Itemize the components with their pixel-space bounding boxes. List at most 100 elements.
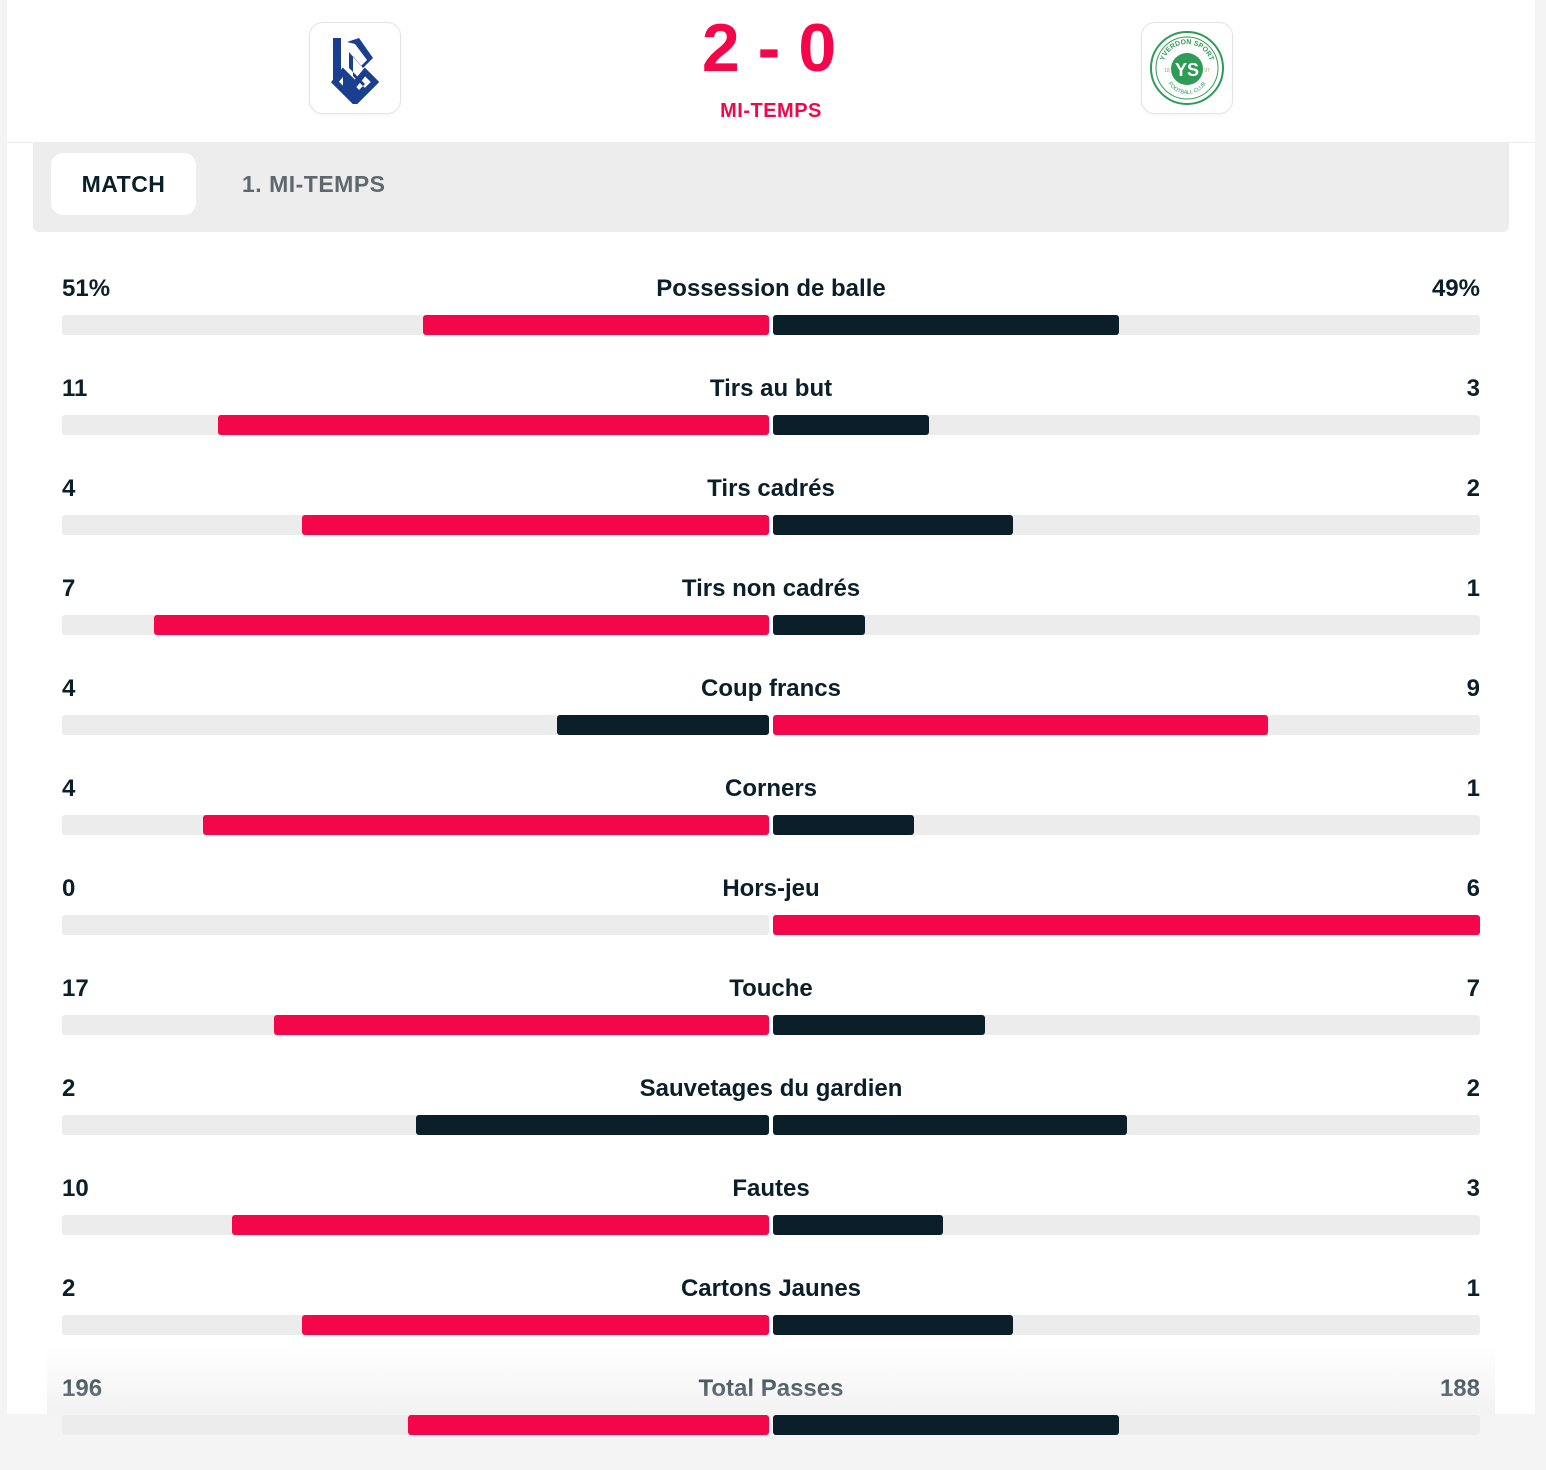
stat-away-track [773, 1115, 1480, 1135]
stat-away-track [773, 915, 1480, 935]
tab-first-half[interactable]: 1. MI-TEMPS [242, 171, 386, 197]
stat-row: 2 Sauvetages du gardien 2 [62, 1070, 1480, 1170]
stat-home-track [62, 415, 769, 435]
match-status: MI-TEMPS [720, 100, 822, 122]
stat-away-bar [773, 1115, 1127, 1135]
tab-match[interactable]: MATCH [51, 153, 196, 215]
stat-away-value: 188 [1439, 1375, 1480, 1402]
stat-home-value: 10 [62, 1175, 89, 1202]
scoreboard: 2-0 [7, 8, 1535, 88]
stat-home-bar [302, 515, 769, 535]
stat-away-track [773, 715, 1480, 735]
stat-home-track [62, 715, 769, 735]
stat-home-bar [556, 715, 769, 735]
stat-home-track [62, 315, 769, 335]
stat-label: Tirs non cadrés [681, 575, 861, 602]
stat-row: 196 Total Passes 188 [62, 1370, 1480, 1470]
lausanne-sport-logo-icon [330, 38, 380, 104]
stat-away-value: 7 [1466, 975, 1480, 1002]
away-score: 0 [798, 10, 841, 86]
stat-row: 51% Possession de balle 49% [62, 270, 1480, 370]
stat-away-track [773, 815, 1480, 835]
stat-home-value: 17 [62, 975, 89, 1002]
stat-label: Cartons Jaunes [680, 1275, 862, 1302]
stat-row: 2 Cartons Jaunes 1 [62, 1270, 1480, 1370]
stat-away-bar [773, 415, 929, 435]
stat-away-bar [773, 1315, 1014, 1335]
stat-label: Possession de balle [656, 275, 886, 302]
stat-away-track [773, 1215, 1480, 1235]
stat-home-bar [274, 1015, 769, 1035]
stat-row: 10 Fautes 3 [62, 1170, 1480, 1270]
stat-home-track [62, 915, 769, 935]
stat-away-value: 1 [1466, 775, 1480, 802]
stat-home-bar [422, 315, 769, 335]
stat-away-value: 9 [1466, 675, 1480, 702]
away-team-logo[interactable]: YVERDON SPORT FOOTBALL CLUB YS 18 97 [1141, 22, 1233, 114]
stat-away-track [773, 315, 1480, 335]
away-logo-initials: YS [1175, 60, 1199, 80]
stat-away-track [773, 1315, 1480, 1335]
away-logo-year-right: 97 [1204, 68, 1210, 74]
stat-home-value: 11 [62, 375, 88, 402]
stat-away-bar [773, 715, 1268, 735]
stat-away-value: 49% [1431, 275, 1480, 302]
stat-home-track [62, 515, 769, 535]
match-stats-page: 2-0 MI-TEMPS YVERDON SPORT FOOTBALL CLUB… [7, 0, 1535, 1435]
stat-home-bar [415, 1115, 769, 1135]
stat-row: 0 Hors-jeu 6 [62, 870, 1480, 970]
stat-away-bar [773, 815, 915, 835]
stat-away-value: 6 [1466, 875, 1480, 902]
stat-away-bar [773, 515, 1014, 535]
stat-away-value: 1 [1466, 1275, 1480, 1302]
stat-row: 17 Touche 7 [62, 970, 1480, 1070]
stat-home-track [62, 615, 769, 635]
stat-away-track [773, 415, 1480, 435]
stat-home-bar [408, 1415, 769, 1435]
stat-home-track [62, 815, 769, 835]
stat-home-value: 2 [62, 1075, 76, 1102]
away-logo-year-left: 18 [1164, 68, 1170, 74]
stat-label: Corners [724, 775, 818, 802]
stat-home-track [62, 1215, 769, 1235]
yverdon-sport-logo-icon: YVERDON SPORT FOOTBALL CLUB YS 18 97 [1150, 31, 1224, 105]
stat-home-value: 4 [62, 675, 76, 702]
stat-away-track [773, 615, 1480, 635]
stat-away-value: 3 [1466, 375, 1480, 402]
stat-row: 4 Coup francs 9 [62, 670, 1480, 770]
stat-home-value: 2 [62, 1275, 76, 1302]
home-score: 2 [701, 10, 744, 86]
home-team-logo[interactable] [309, 22, 401, 114]
stat-away-bar [773, 915, 1480, 935]
stat-label: Tirs cadrés [707, 475, 835, 502]
stat-away-value: 1 [1466, 575, 1480, 602]
stat-away-bar [773, 315, 1120, 335]
stat-away-value: 3 [1466, 1175, 1480, 1202]
stat-label: Touche [729, 975, 813, 1002]
stat-away-value: 2 [1466, 1075, 1480, 1102]
stat-label: Hors-jeu [722, 875, 820, 902]
stat-home-track [62, 1415, 769, 1435]
stat-home-bar [302, 1315, 769, 1335]
stat-away-bar [773, 615, 865, 635]
stat-label: Sauvetages du gardien [639, 1075, 903, 1102]
stat-home-value: 4 [62, 475, 76, 502]
match-header: 2-0 MI-TEMPS YVERDON SPORT FOOTBALL CLUB… [7, 0, 1535, 143]
stats-period-tabs: MATCH 1. MI-TEMPS [33, 142, 1509, 232]
stat-away-bar [773, 1215, 943, 1235]
stat-row: 4 Tirs cadrés 2 [62, 470, 1480, 570]
stat-label: Fautes [732, 1175, 810, 1202]
stat-home-bar [217, 415, 769, 435]
stat-away-track [773, 1415, 1480, 1435]
stat-away-bar [773, 1415, 1120, 1435]
stat-label: Coup francs [700, 675, 841, 702]
score-separator: - [757, 10, 785, 86]
stat-home-bar [231, 1215, 769, 1235]
stat-row: 11 Tirs au but 3 [62, 370, 1480, 470]
stat-label: Tirs au but [709, 375, 833, 402]
stat-away-track [773, 1015, 1480, 1035]
stat-home-track [62, 1315, 769, 1335]
stat-away-track [773, 515, 1480, 535]
stat-row: 4 Corners 1 [62, 770, 1480, 870]
stat-home-bar [153, 615, 769, 635]
